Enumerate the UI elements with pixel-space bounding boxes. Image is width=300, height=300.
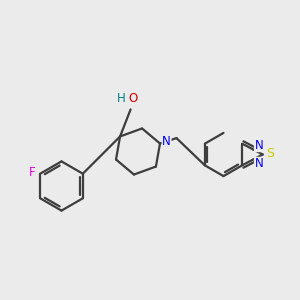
Text: O: O	[128, 92, 138, 105]
Text: F: F	[28, 166, 35, 179]
Text: N: N	[254, 139, 263, 152]
Text: N: N	[162, 135, 171, 148]
Text: S: S	[266, 147, 274, 161]
Text: N: N	[254, 158, 263, 170]
Text: H: H	[117, 92, 126, 105]
